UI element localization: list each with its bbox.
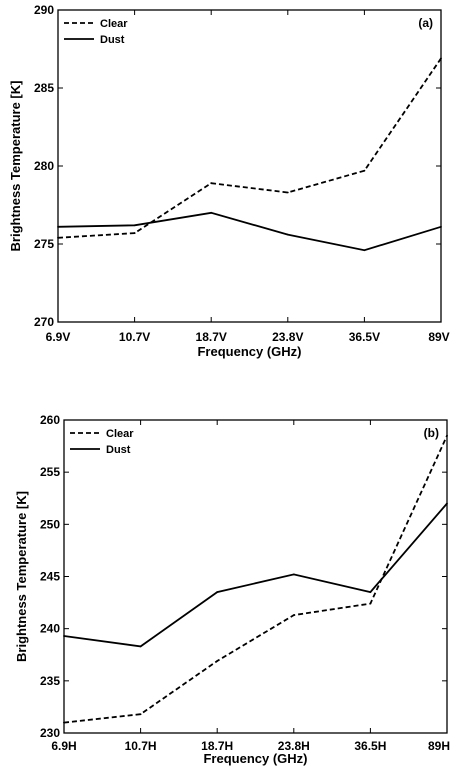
data-point-clear [140,713,142,715]
y-axis-label: Brightness Temperature [K] [8,81,23,252]
x-tick-label: 89V [428,330,449,344]
y-tick-label: 275 [34,237,54,251]
y-tick-label: 235 [40,674,60,688]
series-line-clear [64,436,447,723]
y-tick-label: 245 [40,570,60,584]
data-point-dust [57,226,59,228]
y-tick-label: 285 [34,81,54,95]
data-point-dust [293,574,295,576]
data-point-dust [216,591,218,593]
plot-frame [58,10,441,322]
x-tick-label: 6.9H [51,739,76,753]
x-tick-label: 18.7V [196,330,227,344]
data-point-clear [370,603,372,605]
x-axis-label: Frequency (GHz) [197,344,301,359]
y-axis-label: Brightness Temperature [K] [14,491,29,662]
y-tick-label: 255 [40,465,60,479]
series-line-dust [64,504,447,647]
x-axis-label: Frequency (GHz) [203,751,307,766]
x-tick-label: 23.8V [272,330,303,344]
x-tick-label: 89H [428,739,450,753]
x-tick-label: 36.5V [349,330,380,344]
x-tick-label: 6.9V [46,330,71,344]
panel-label: (a) [418,16,433,30]
data-point-clear [134,232,136,234]
data-point-dust [287,234,289,236]
y-tick-label: 280 [34,159,54,173]
panel-label: (b) [424,426,439,440]
data-point-clear [57,237,59,239]
data-point-clear [216,660,218,662]
data-point-dust [446,503,448,505]
data-point-dust [140,646,142,648]
chart-panel-a: 270 275 280 285 290 6.9V 10.7V 18.7V 23.8V 36.5V 8… [8,3,450,359]
y-tick-label: 290 [34,3,54,17]
data-point-dust [370,591,372,593]
legend-label-dust: Dust [106,444,131,456]
data-point-clear [364,170,366,172]
data-point-dust [134,224,136,226]
legend-label-clear: Clear [100,18,128,30]
legend-label-dust: Dust [100,34,125,46]
data-point-dust [63,635,65,637]
data-point-clear [63,722,65,724]
x-tick-label: 36.5H [354,739,386,753]
y-tick-label: 260 [40,413,60,427]
series-line-dust [58,213,441,250]
data-point-clear [287,192,289,194]
y-tick-label: 270 [34,315,54,329]
x-tick-label: 10.7V [119,330,150,344]
data-point-clear [293,614,295,616]
y-tick-label: 240 [40,622,60,636]
data-point-clear [440,57,442,59]
y-tick-label: 230 [40,726,60,740]
data-point-dust [210,212,212,214]
data-point-clear [446,435,448,437]
series-line-clear [58,58,441,237]
x-tick-label: 10.7H [125,739,157,753]
plot-frame [64,420,447,733]
data-point-dust [364,249,366,251]
data-point-clear [210,182,212,184]
y-tick-label: 250 [40,517,60,531]
data-point-dust [440,226,442,228]
legend-label-clear: Clear [106,428,134,440]
